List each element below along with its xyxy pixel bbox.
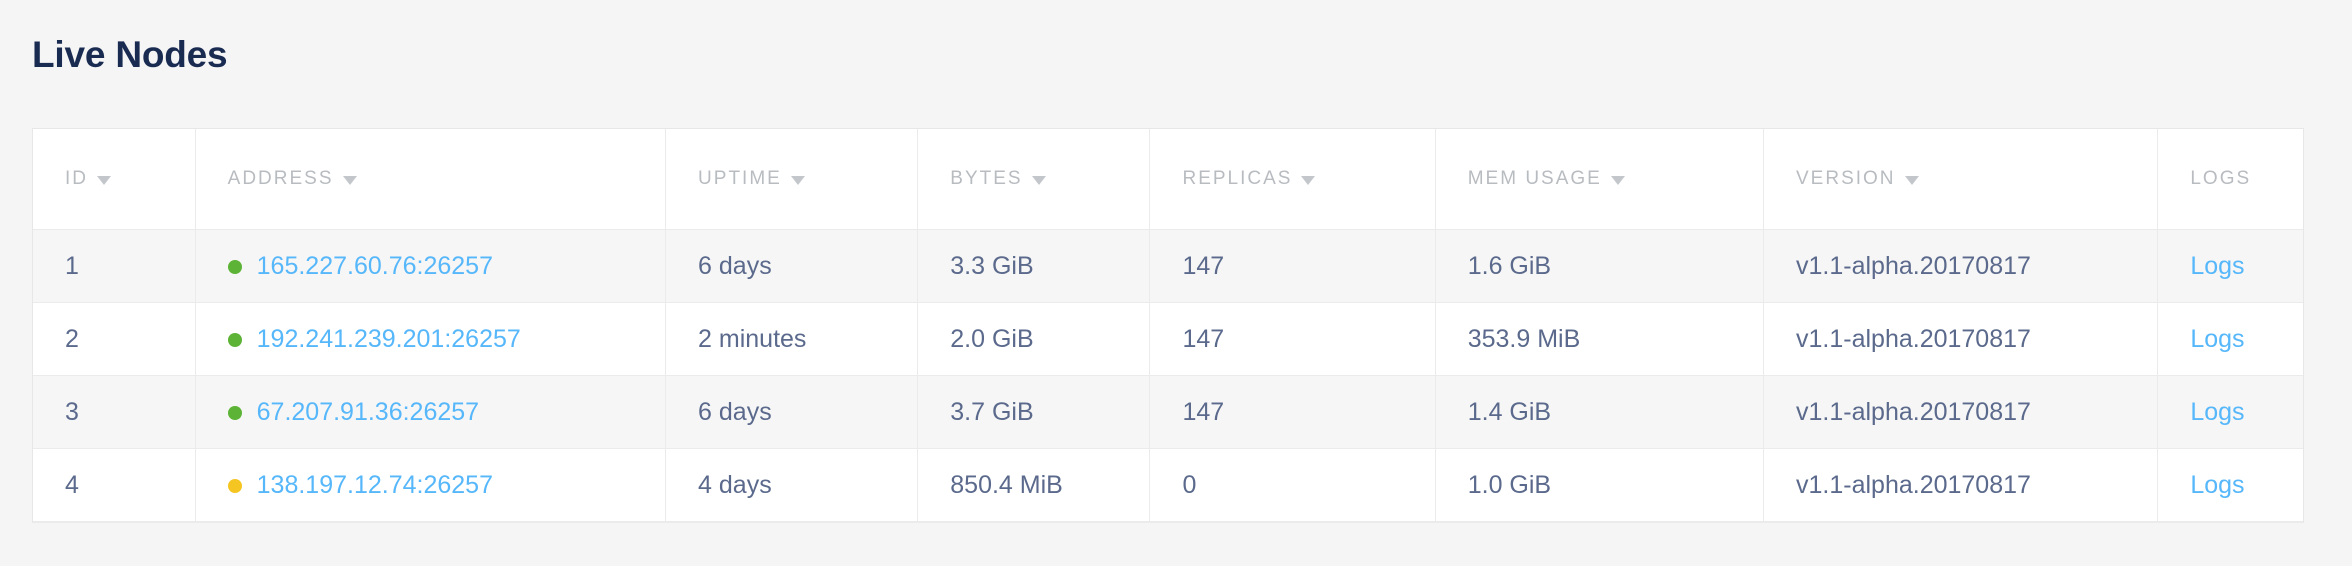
- column-header-logs: LOGS: [2157, 129, 2303, 230]
- sort-descending-icon[interactable]: [1031, 175, 1046, 185]
- column-header-uptime[interactable]: UPTIME: [665, 129, 919, 230]
- cell-uptime: 4 days: [665, 448, 919, 521]
- column-header-label: ADDRESS: [227, 168, 334, 189]
- cell-version: v1.1-alpha.20170817: [1763, 302, 2159, 376]
- cell-logs: Logs: [2157, 229, 2303, 303]
- node-address-link[interactable]: 67.207.91.36:26257: [256, 397, 480, 426]
- sort-descending-icon[interactable]: [97, 175, 111, 185]
- table-header-row: ID ADDRESS UPTIME: [33, 129, 2303, 230]
- table-row: 3 67.207.91.36:26257 6 days 3.7 GiB 147 …: [33, 375, 2303, 449]
- sort-descending-icon[interactable]: [1904, 175, 1919, 185]
- cell-id: 4: [33, 448, 196, 521]
- column-header-label: BYTES: [950, 168, 1023, 189]
- node-status-dot: [227, 333, 242, 347]
- column-header-label: MEM USAGE: [1467, 168, 1602, 189]
- column-header-replicas[interactable]: REPLICAS: [1149, 129, 1436, 230]
- cell-replicas: 147: [1149, 375, 1436, 449]
- node-address-link[interactable]: 138.197.12.74:26257: [256, 470, 493, 499]
- live-nodes-table-container: ID ADDRESS UPTIME: [32, 128, 2304, 523]
- cell-logs: Logs: [2157, 302, 2303, 376]
- node-status-dot: [227, 260, 242, 274]
- sort-descending-icon[interactable]: [342, 175, 357, 185]
- logs-link[interactable]: Logs: [2190, 324, 2245, 353]
- column-header-label: UPTIME: [698, 168, 782, 189]
- node-address-link[interactable]: 192.241.239.201:26257: [256, 324, 521, 353]
- column-header-label: LOGS: [2190, 168, 2252, 189]
- cell-bytes: 850.4 MiB: [917, 448, 1151, 521]
- table-body: 1 165.227.60.76:26257 6 days 3.3 GiB 147…: [33, 229, 2303, 521]
- cell-address: 67.207.91.36:26257: [195, 375, 667, 449]
- table-row: 4 138.197.12.74:26257 4 days 850.4 MiB 0…: [33, 448, 2303, 521]
- cell-mem-usage: 1.6 GiB: [1435, 229, 1765, 303]
- cell-id: 2: [33, 302, 196, 376]
- cell-replicas: 147: [1149, 302, 1436, 376]
- column-header-label: VERSION: [1796, 168, 1896, 189]
- cell-version: v1.1-alpha.20170817: [1763, 448, 2159, 521]
- cell-uptime: 2 minutes: [665, 302, 919, 376]
- cell-bytes: 2.0 GiB: [917, 302, 1151, 376]
- cell-uptime: 6 days: [665, 229, 919, 303]
- sort-descending-icon[interactable]: [790, 175, 805, 185]
- cell-mem-usage: 1.0 GiB: [1435, 448, 1765, 521]
- table-row: 1 165.227.60.76:26257 6 days 3.3 GiB 147…: [33, 229, 2303, 303]
- cell-id: 1: [33, 229, 196, 303]
- cell-logs: Logs: [2157, 375, 2303, 449]
- column-header-label: ID: [65, 168, 88, 189]
- node-status-dot: [227, 479, 242, 493]
- column-header-id[interactable]: ID: [33, 129, 196, 230]
- cell-mem-usage: 353.9 MiB: [1435, 302, 1765, 376]
- cell-version: v1.1-alpha.20170817: [1763, 375, 2159, 449]
- cell-address: 138.197.12.74:26257: [195, 448, 667, 521]
- cell-replicas: 147: [1149, 229, 1436, 303]
- cell-version: v1.1-alpha.20170817: [1763, 229, 2159, 303]
- cell-bytes: 3.7 GiB: [917, 375, 1151, 449]
- sort-descending-icon[interactable]: [1610, 175, 1625, 185]
- cell-address: 165.227.60.76:26257: [195, 229, 667, 303]
- column-header-version[interactable]: VERSION: [1763, 129, 2159, 230]
- live-nodes-table: ID ADDRESS UPTIME: [33, 129, 2303, 521]
- cell-bytes: 3.3 GiB: [917, 229, 1151, 303]
- cell-id: 3: [33, 375, 196, 449]
- cell-address: 192.241.239.201:26257: [195, 302, 667, 376]
- logs-link[interactable]: Logs: [2190, 251, 2245, 280]
- sort-descending-icon[interactable]: [1301, 175, 1316, 185]
- node-status-dot: [227, 406, 242, 420]
- cell-mem-usage: 1.4 GiB: [1435, 375, 1765, 449]
- column-header-label: REPLICAS: [1182, 168, 1293, 189]
- column-header-address[interactable]: ADDRESS: [195, 129, 667, 230]
- cell-replicas: 0: [1149, 448, 1436, 521]
- column-header-mem-usage[interactable]: MEM USAGE: [1435, 129, 1765, 230]
- page-title: Live Nodes: [32, 34, 228, 75]
- node-address-link[interactable]: 165.227.60.76:26257: [256, 251, 493, 280]
- cell-logs: Logs: [2157, 448, 2303, 521]
- column-header-bytes[interactable]: BYTES: [917, 129, 1151, 230]
- logs-link[interactable]: Logs: [2190, 470, 2245, 499]
- table-header: ID ADDRESS UPTIME: [33, 129, 2303, 230]
- cell-uptime: 6 days: [665, 375, 919, 449]
- logs-link[interactable]: Logs: [2190, 397, 2245, 426]
- table-row: 2 192.241.239.201:26257 2 minutes 2.0 Gi…: [33, 302, 2303, 376]
